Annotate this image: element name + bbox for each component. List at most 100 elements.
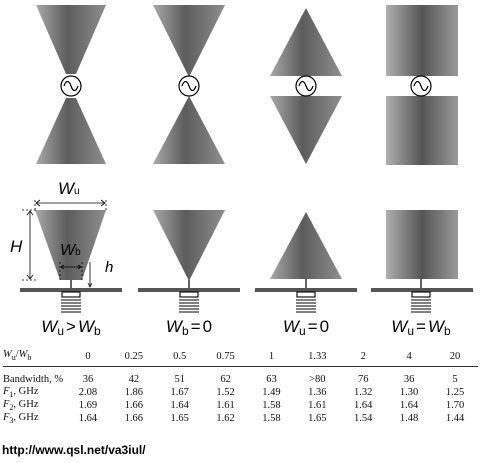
table-cell: 1.52 bbox=[216, 387, 235, 399]
table-cell: 76 bbox=[357, 374, 369, 385]
caption-2-left-sub: b bbox=[181, 324, 189, 338]
label-wb: Wb bbox=[60, 243, 81, 259]
row-label-symbol: F bbox=[3, 412, 10, 424]
ratio-cell: 1.33 bbox=[308, 350, 327, 362]
source-icon bbox=[60, 75, 82, 97]
table-cell: 1.70 bbox=[445, 400, 465, 412]
caption-2-right: 0 bbox=[202, 317, 213, 336]
table-cell: 1.65 bbox=[308, 413, 327, 425]
table-cell: 1.66 bbox=[124, 400, 143, 412]
label-wu-sub: u bbox=[74, 186, 80, 197]
table-cell: 1.62 bbox=[216, 413, 235, 425]
monopole-3-element bbox=[270, 212, 342, 279]
table-cell: 1.32 bbox=[354, 387, 373, 399]
row-label-unit: , GHz bbox=[13, 386, 39, 397]
caption-2: Wb = 0 bbox=[130, 317, 248, 338]
table-cell: 1.64 bbox=[78, 413, 98, 425]
ground-plane-2 bbox=[138, 288, 240, 292]
row-label-symbol: F bbox=[3, 399, 10, 411]
parameter-table: Wu/Wb 0 0.25 0.5 0.75 1 1.33 2 4 20 Band… bbox=[3, 346, 478, 425]
dipole-2-lower-arm bbox=[153, 96, 225, 164]
source-icon bbox=[410, 75, 432, 97]
table-row: Bandwidth, % 36 42 51 62 63 >80 76 36 5 bbox=[3, 373, 478, 386]
monopole-1-element bbox=[35, 210, 106, 280]
table-cell: 1.66 bbox=[124, 413, 143, 425]
ratio-cell: 0.25 bbox=[124, 350, 143, 362]
table-cell: 1.25 bbox=[445, 387, 465, 399]
table-cell: 1.64 bbox=[399, 400, 419, 412]
caption-1-op: > bbox=[66, 317, 76, 336]
label-wb-symbol: W bbox=[60, 242, 76, 259]
row-label: F3, GHz bbox=[3, 412, 65, 425]
table-cell: 1.61 bbox=[308, 400, 327, 412]
dimension-lines bbox=[22, 199, 107, 288]
connector-1 bbox=[61, 291, 81, 313]
caption-4-left-sub: u bbox=[407, 324, 415, 338]
header-sym2: W bbox=[18, 349, 28, 361]
dipole-3-upper-arm bbox=[270, 8, 342, 76]
header-slash: / bbox=[15, 349, 19, 361]
row-label-sub: 1 bbox=[9, 390, 14, 400]
row-label: F1, GHz bbox=[3, 386, 65, 399]
table-cell: 51 bbox=[174, 374, 185, 385]
table-cell: 1.54 bbox=[354, 413, 373, 425]
source-icon bbox=[295, 75, 317, 97]
table-row: F3, GHz 1.64 1.66 1.65 1.62 1.58 1.65 1.… bbox=[3, 412, 478, 425]
table-cell: 1.67 bbox=[170, 387, 189, 399]
row-label-sub: 3 bbox=[9, 416, 14, 426]
table-row: F1, GHz 2.08 1.86 1.67 1.52 1.49 1.36 1.… bbox=[3, 386, 478, 399]
row-label-text: Bandwidth, % bbox=[3, 374, 64, 385]
dipole-4-lower-arm bbox=[386, 96, 458, 165]
caption-4: Wu = Wb bbox=[362, 317, 480, 338]
ratio-cell: 4 bbox=[406, 350, 412, 362]
header-sub2: b bbox=[27, 353, 32, 363]
caption-4-right-sub: b bbox=[444, 324, 451, 338]
dipole-2-upper-arm bbox=[153, 5, 225, 77]
source-url-link[interactable]: http://www.qsl.net/va3iul/ bbox=[2, 443, 146, 457]
row-label-sub: 2 bbox=[9, 403, 14, 413]
table-cell: 1.58 bbox=[262, 400, 281, 412]
caption-4-op: = bbox=[416, 317, 426, 336]
source-icon bbox=[178, 75, 200, 97]
dipole-3-lower-arm bbox=[270, 96, 342, 164]
caption-3: Wu = 0 bbox=[247, 317, 365, 338]
table-cell: 42 bbox=[128, 374, 140, 385]
table-cell: 1.65 bbox=[170, 413, 189, 425]
ratio-cell: 0.75 bbox=[216, 350, 235, 362]
ground-plane-1 bbox=[20, 288, 122, 292]
dipole-4-upper-arm bbox=[386, 5, 458, 76]
ratio-cell: 1 bbox=[268, 350, 275, 362]
caption-4-left: W bbox=[391, 317, 408, 336]
table-header-row: Wu/Wb 0 0.25 0.5 0.75 1 1.33 2 4 20 bbox=[3, 346, 478, 367]
dipole-1-lower-arm bbox=[36, 98, 106, 164]
caption-3-right: 0 bbox=[319, 317, 330, 336]
caption-3-left-sub: u bbox=[298, 324, 306, 338]
row-label: F2, GHz bbox=[3, 399, 65, 412]
table-cell: >80 bbox=[309, 374, 326, 385]
label-wu-symbol: W bbox=[58, 179, 75, 198]
row-label-symbol: F bbox=[3, 386, 10, 397]
header-label: Wu/Wb bbox=[3, 346, 65, 367]
caption-2-left: W bbox=[165, 317, 182, 336]
connector-4 bbox=[411, 291, 431, 313]
table-cell: 1.69 bbox=[78, 400, 98, 412]
table-cell: 36 bbox=[403, 374, 415, 385]
dipole-1-upper-arm bbox=[36, 5, 106, 74]
caption-4-right: W bbox=[427, 317, 445, 336]
caption-1: Wu > Wb bbox=[12, 317, 130, 338]
row-label-unit: , GHz bbox=[13, 412, 39, 424]
table-cell: 2.08 bbox=[78, 387, 98, 399]
caption-2-op: = bbox=[190, 317, 201, 336]
table-cell: 1.64 bbox=[170, 400, 189, 412]
label-wu: Wu bbox=[58, 180, 80, 197]
monopole-2-element bbox=[153, 210, 225, 281]
row-label: Bandwidth, % bbox=[3, 373, 65, 386]
table-cell: 1.30 bbox=[399, 387, 419, 399]
header-sub1: u bbox=[11, 353, 16, 363]
label-height-upper: H bbox=[10, 237, 23, 256]
table-row: F2, GHz 1.69 1.66 1.64 1.61 1.58 1.61 1.… bbox=[3, 399, 478, 412]
caption-1-right-sub: b bbox=[94, 324, 101, 338]
table-cell: 1.48 bbox=[399, 413, 419, 425]
ground-plane-3 bbox=[255, 288, 357, 292]
